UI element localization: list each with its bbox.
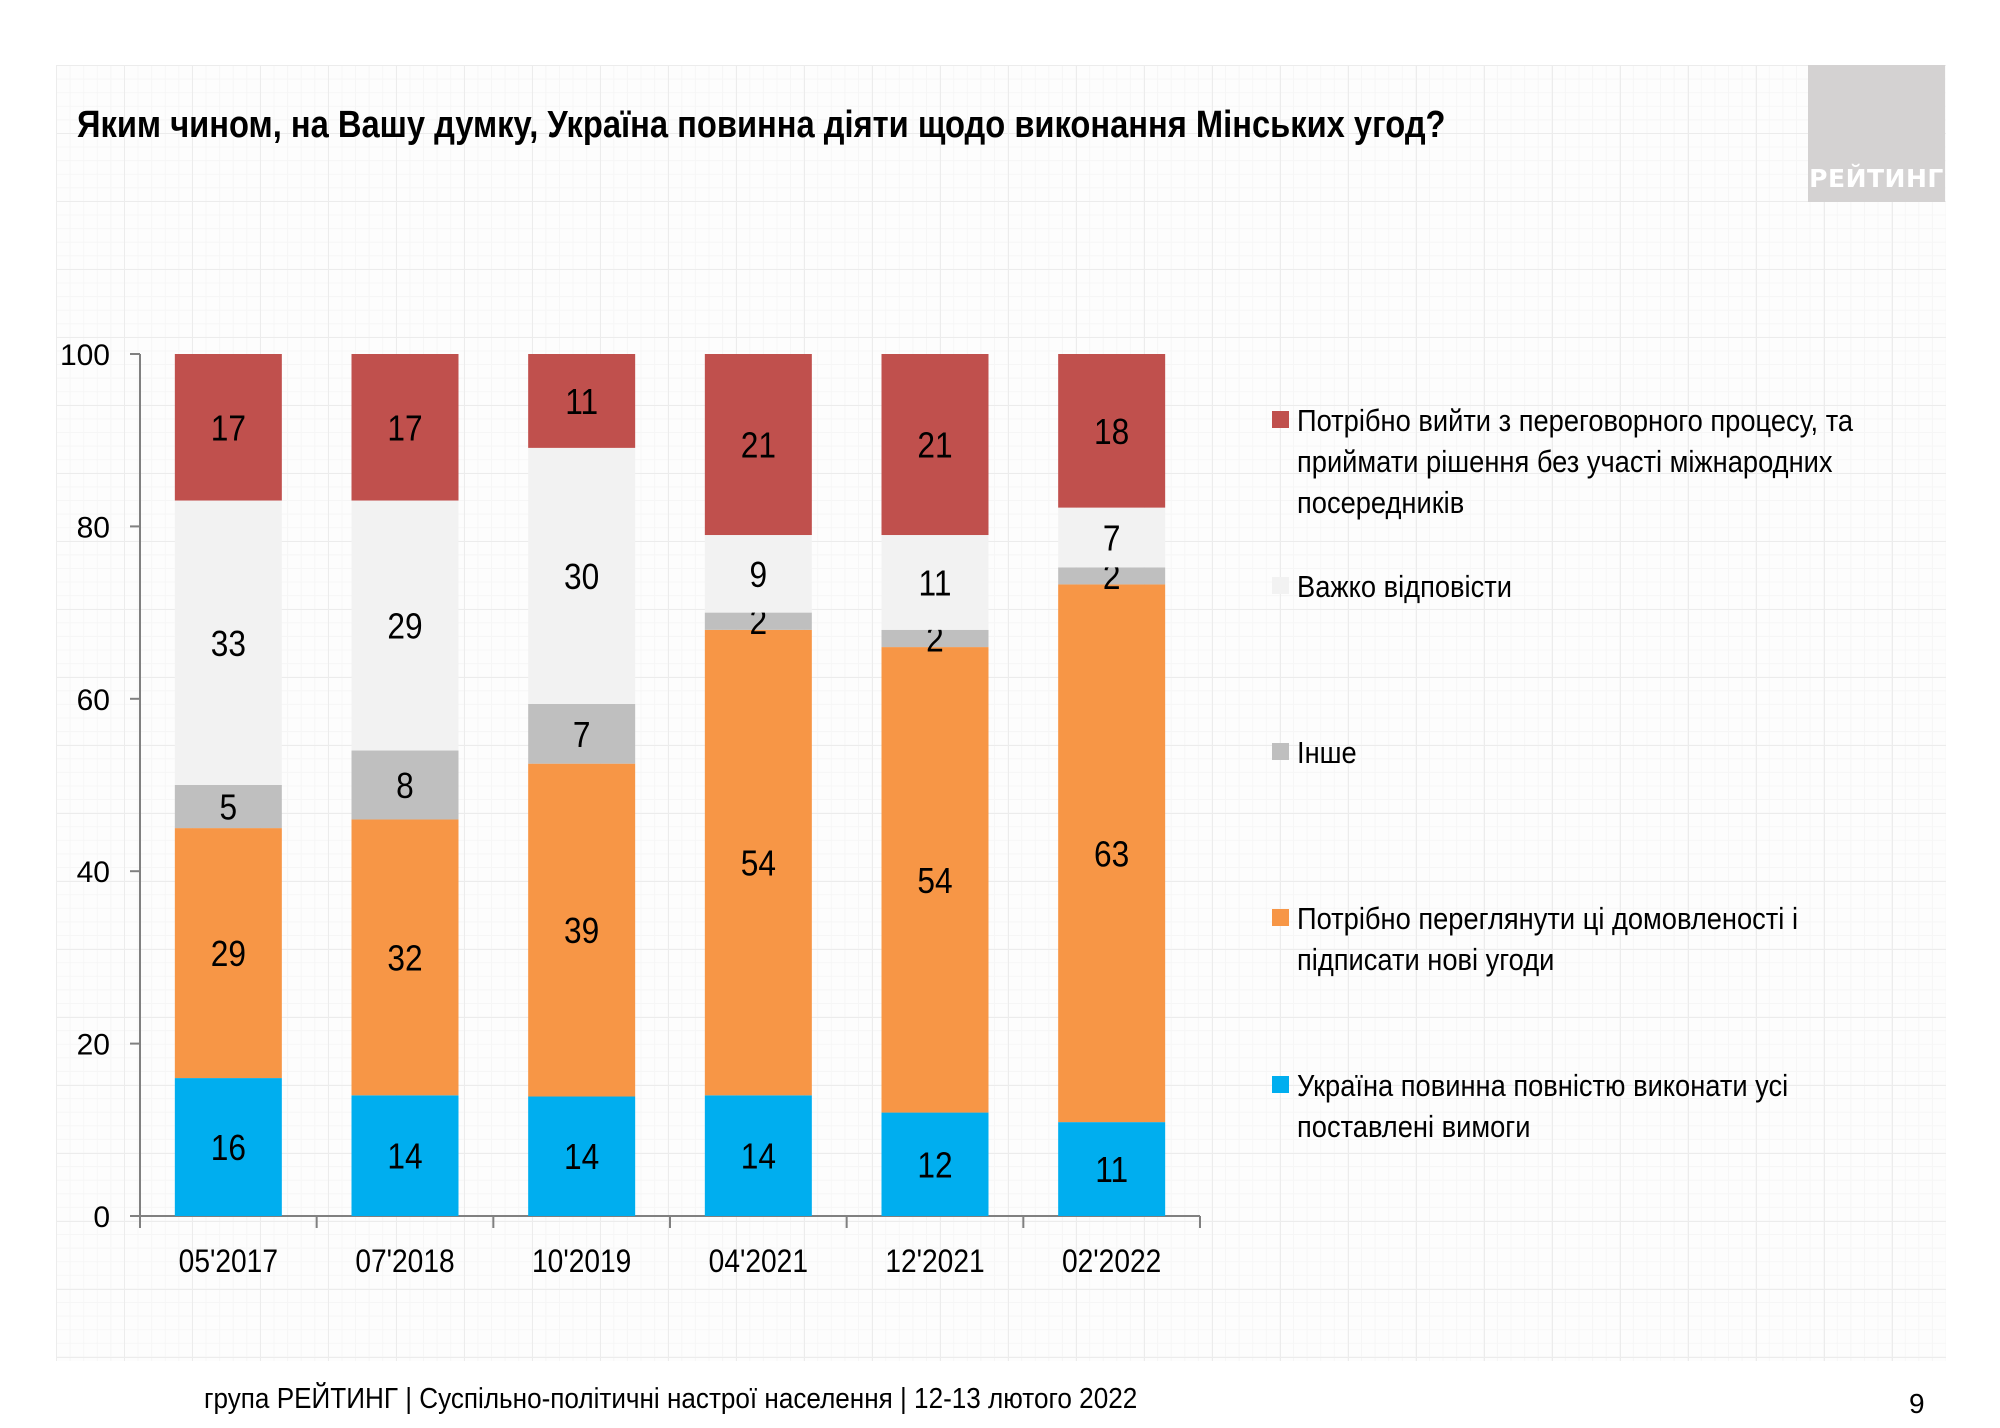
bar-segment [174,828,282,1079]
bar-segment [1058,507,1166,568]
data-label: 21 [741,426,776,466]
x-tick-label: 10'2019 [532,1244,631,1279]
legend-item: Потрібно вийти з переговорного процесу, … [1272,400,1937,523]
bar-segment [1058,1122,1166,1216]
legend-item: Інше [1272,732,1937,773]
bar-segment [174,354,282,501]
data-label: 12 [917,1145,952,1185]
bar-segment [1058,567,1166,585]
x-tick-label: 02'2022 [1062,1244,1161,1279]
y-tick-label: 0 [93,1201,110,1234]
legend-item: Потрібно переглянути ці домовленості і п… [1272,898,1937,980]
bar-segment [528,763,636,1097]
y-tick-label: 80 [77,511,110,544]
x-tick-label: 05'2017 [179,1244,278,1279]
legend-swatch-icon [1272,743,1289,760]
bar-segment [528,354,636,448]
bar-segment [704,535,812,613]
y-tick-label: 40 [77,856,110,889]
data-label: 11 [565,382,598,422]
data-label: 17 [211,408,246,448]
bar-segment [881,629,989,648]
bar-segment [704,629,812,1096]
x-tick-label: 04'2021 [709,1244,808,1279]
y-tick-label: 60 [77,684,110,717]
data-label: 5 [220,788,238,828]
legend-label: Потрібно переглянути ці домовленості і п… [1297,901,1799,977]
legend-item: Важко відповісти [1272,566,1937,607]
bar-segment [704,612,812,630]
bar-segment [351,750,459,820]
data-label: 63 [1094,834,1129,874]
data-label: 11 [1095,1150,1128,1190]
legend-swatch-icon [1272,411,1289,428]
footer-text: група РЕЙТИНГ | Суспільно-політичні наст… [204,1383,1138,1415]
legend-swatch-icon [1272,909,1289,926]
data-label: 14 [564,1137,599,1177]
data-label: 33 [211,624,246,664]
data-label: 16 [211,1128,246,1168]
bar-segment [881,1112,989,1216]
data-label: 29 [387,607,422,647]
page-number: 9 [1909,1388,1925,1419]
bar-segment [174,1078,282,1216]
bar-segment [528,447,636,704]
legend-label: Україна повинна повністю виконати усі по… [1297,1068,1789,1144]
data-label: 9 [750,555,768,595]
bar-segment [528,703,636,764]
x-tick-label: 07'2018 [355,1244,454,1279]
rating-logo: РЕЙТИНГ [1808,65,1945,202]
data-label: 54 [917,861,952,901]
data-label: 7 [1103,519,1121,559]
legend-item: Україна повинна повністю виконати усі по… [1272,1065,1937,1147]
bar-segment [351,1095,459,1216]
data-label: 21 [917,426,952,466]
data-label: 11 [919,564,952,604]
legend-swatch-icon [1272,1076,1289,1093]
bar-segment [1058,354,1166,508]
legend-label: Потрібно вийти з переговорного процесу, … [1297,403,1854,520]
legend-label: Інше [1297,735,1357,770]
data-label: 14 [387,1137,422,1177]
chart-title: Яким чином, на Вашу думку, Україна повин… [77,104,1446,146]
bar-segment [881,354,989,536]
bar-segment [704,354,812,536]
data-label: 7 [573,715,591,755]
legend-label: Важко відповісти [1297,569,1512,604]
legend-swatch-icon [1272,577,1289,594]
bar-segment [881,535,989,630]
data-label: 8 [396,766,414,806]
data-label: 18 [1094,412,1129,452]
data-label: 54 [741,844,776,884]
bar-segment [528,1096,636,1216]
bar-segment [881,647,989,1113]
y-tick-label: 20 [77,1029,110,1062]
data-label: 29 [211,934,246,974]
data-label: 39 [564,911,599,951]
bar-segment [704,1095,812,1216]
y-tick-label: 100 [60,339,110,372]
x-tick-label: 12'2021 [885,1244,984,1279]
bar-segment [174,785,282,829]
bar-segment [174,500,282,785]
bar-segment [1058,584,1166,1123]
bar-segment [351,354,459,501]
data-label: 14 [741,1137,776,1177]
data-label: 30 [564,557,599,597]
logo-text: РЕЙТИНГ [1809,164,1944,193]
data-label: 32 [387,939,422,979]
data-label: 17 [387,408,422,448]
bar-segment [351,500,459,751]
bar-segment [351,819,459,1096]
